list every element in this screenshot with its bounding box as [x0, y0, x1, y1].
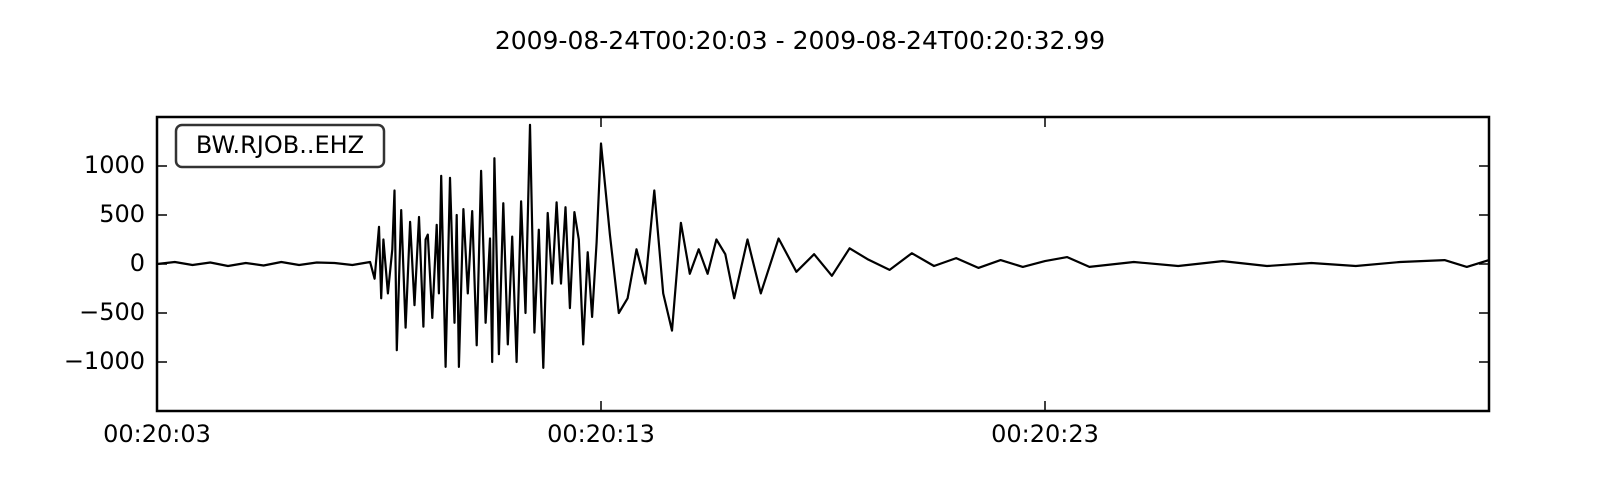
trace-group — [157, 123, 1489, 369]
y-tick-label: −500 — [79, 298, 145, 326]
x-tick-label: 00:20:03 — [103, 420, 211, 448]
trace-label: BW.RJOB..EHZ — [196, 131, 364, 159]
x-tick-label: 00:20:23 — [991, 420, 1099, 448]
y-tick-label: 1000 — [84, 151, 145, 179]
trace-label-frame — [174, 123, 386, 169]
y-tick-label: −1000 — [64, 347, 145, 375]
y-tick-label: 500 — [99, 200, 145, 228]
y-axis: 1000 500 0 −500 −1000 — [64, 151, 1489, 375]
trace-label-box: BW.RJOB..EHZ — [174, 123, 386, 169]
x-axis: 00:20:03 00:20:13 00:20:23 — [103, 117, 1099, 448]
y-tick-label: 0 — [130, 249, 145, 277]
x-tick-label: 00:20:13 — [547, 420, 655, 448]
waveform-trace — [157, 123, 1489, 369]
chart-title: 2009-08-24T00:20:03 - 2009-08-24T00:20:3… — [495, 26, 1105, 55]
